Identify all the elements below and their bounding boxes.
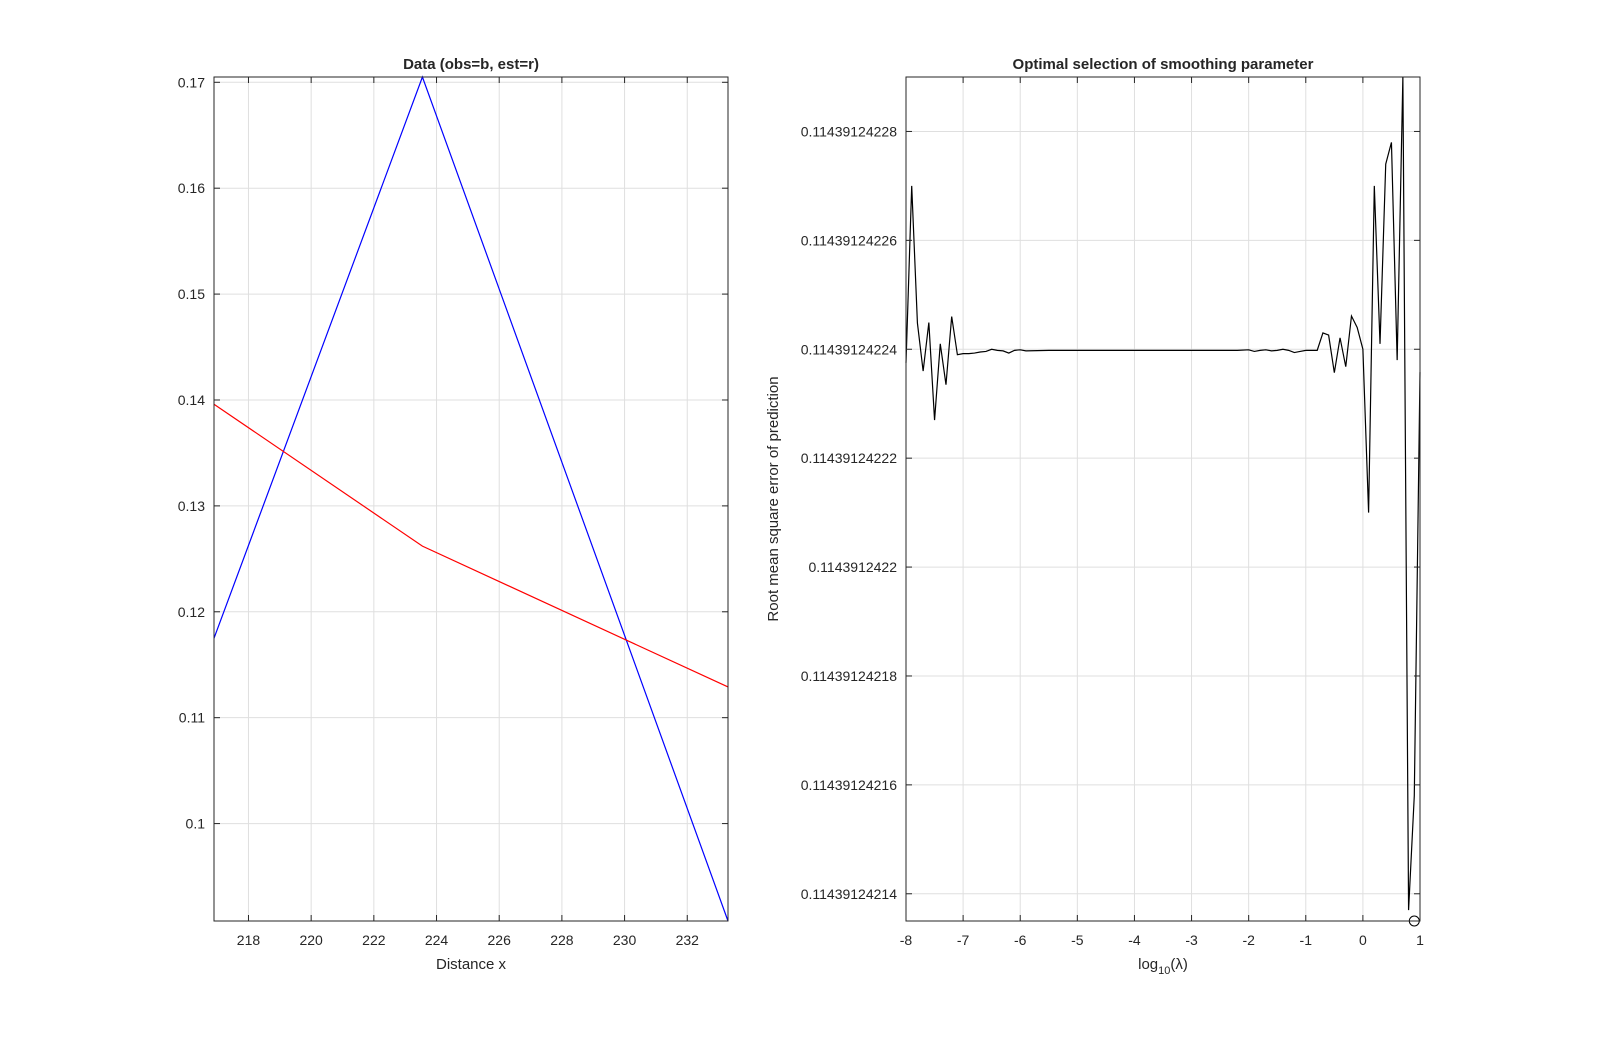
y-tick-label: 0.11439124228: [801, 123, 897, 139]
x-tick-label: -1: [1300, 932, 1313, 948]
right-y-axis-label: Root mean square error of prediction: [765, 376, 782, 621]
y-tick-label: 0.1143912422: [809, 559, 898, 575]
y-tick-label: 0.11439124224: [801, 341, 897, 357]
x-tick-label: -7: [957, 932, 970, 948]
y-tick-label: 0.11: [179, 710, 205, 726]
y-tick-label: 0.12: [178, 604, 205, 620]
right-ticks: -8 -7 -6 -5 -4 -3 -2 -1 0 1 0.11439124214 0.1143912…: [801, 77, 1424, 948]
right-x-axis-label-argument: (λ): [1170, 956, 1188, 973]
left-plot-area: [214, 77, 728, 921]
right-x-axis-label-subscript: 10: [1158, 965, 1170, 977]
x-tick-label: 218: [237, 932, 261, 948]
y-tick-label: 0.14: [178, 392, 205, 408]
right-axes-frame: [905, 76, 1421, 922]
y-tick-label: 0.11439124218: [801, 668, 897, 684]
left-axes: 218 220 222 224 226 228 230 232 0.1 0.11 0.12 0.13 0…: [178, 56, 729, 973]
x-tick-label: -4: [1128, 932, 1141, 948]
left-ticks: 218 220 222 224 226 228 230 232 0.1 0.11 0.12 0.13 0…: [178, 74, 728, 948]
y-tick-label: 0.11439124216: [801, 777, 897, 793]
x-tick-label: -8: [900, 932, 913, 948]
left-axes-frame: [213, 76, 729, 922]
right-x-axis-label-base: log: [1138, 956, 1158, 973]
x-tick-label: 226: [488, 932, 512, 948]
y-tick-label: 0.11439124214: [801, 886, 897, 902]
x-tick-label: 224: [425, 932, 449, 948]
right-axes: -8 -7 -6 -5 -4 -3 -2 -1 0 1 0.11439124214 0.1143912…: [765, 56, 1424, 977]
x-tick-label: 228: [550, 932, 574, 948]
series-line-1: [905, 76, 1421, 911]
x-tick-label: -6: [1014, 932, 1027, 948]
y-tick-label: 0.15: [178, 286, 205, 302]
y-tick-label: 0.1: [186, 816, 206, 832]
x-tick-label: 232: [676, 932, 700, 948]
y-tick-label: 0.16: [178, 180, 205, 196]
left-grid: [214, 77, 728, 921]
y-tick-label: 0.17: [178, 74, 205, 90]
x-tick-label: -5: [1071, 932, 1084, 948]
series-line-2: [213, 403, 729, 688]
x-tick-label: 222: [362, 932, 386, 948]
right-chart-title: Optimal selection of smoothing parameter: [1013, 56, 1314, 73]
y-tick-label: 0.13: [178, 498, 205, 514]
left-chart-title: Data (obs=b, est=r): [403, 56, 539, 73]
right-plot-area: [906, 77, 1420, 921]
x-tick-label: 220: [299, 932, 323, 948]
x-tick-label: 1: [1416, 932, 1424, 948]
x-tick-label: 230: [613, 932, 637, 948]
x-tick-label: 0: [1359, 932, 1367, 948]
y-tick-label: 0.11439124222: [801, 450, 897, 466]
right-x-axis-label: log10(λ): [1138, 956, 1188, 977]
x-tick-label: -3: [1185, 932, 1198, 948]
y-tick-label: 0.11439124226: [801, 232, 897, 248]
x-tick-label: -2: [1242, 932, 1255, 948]
left-x-axis-label: Distance x: [436, 956, 507, 973]
